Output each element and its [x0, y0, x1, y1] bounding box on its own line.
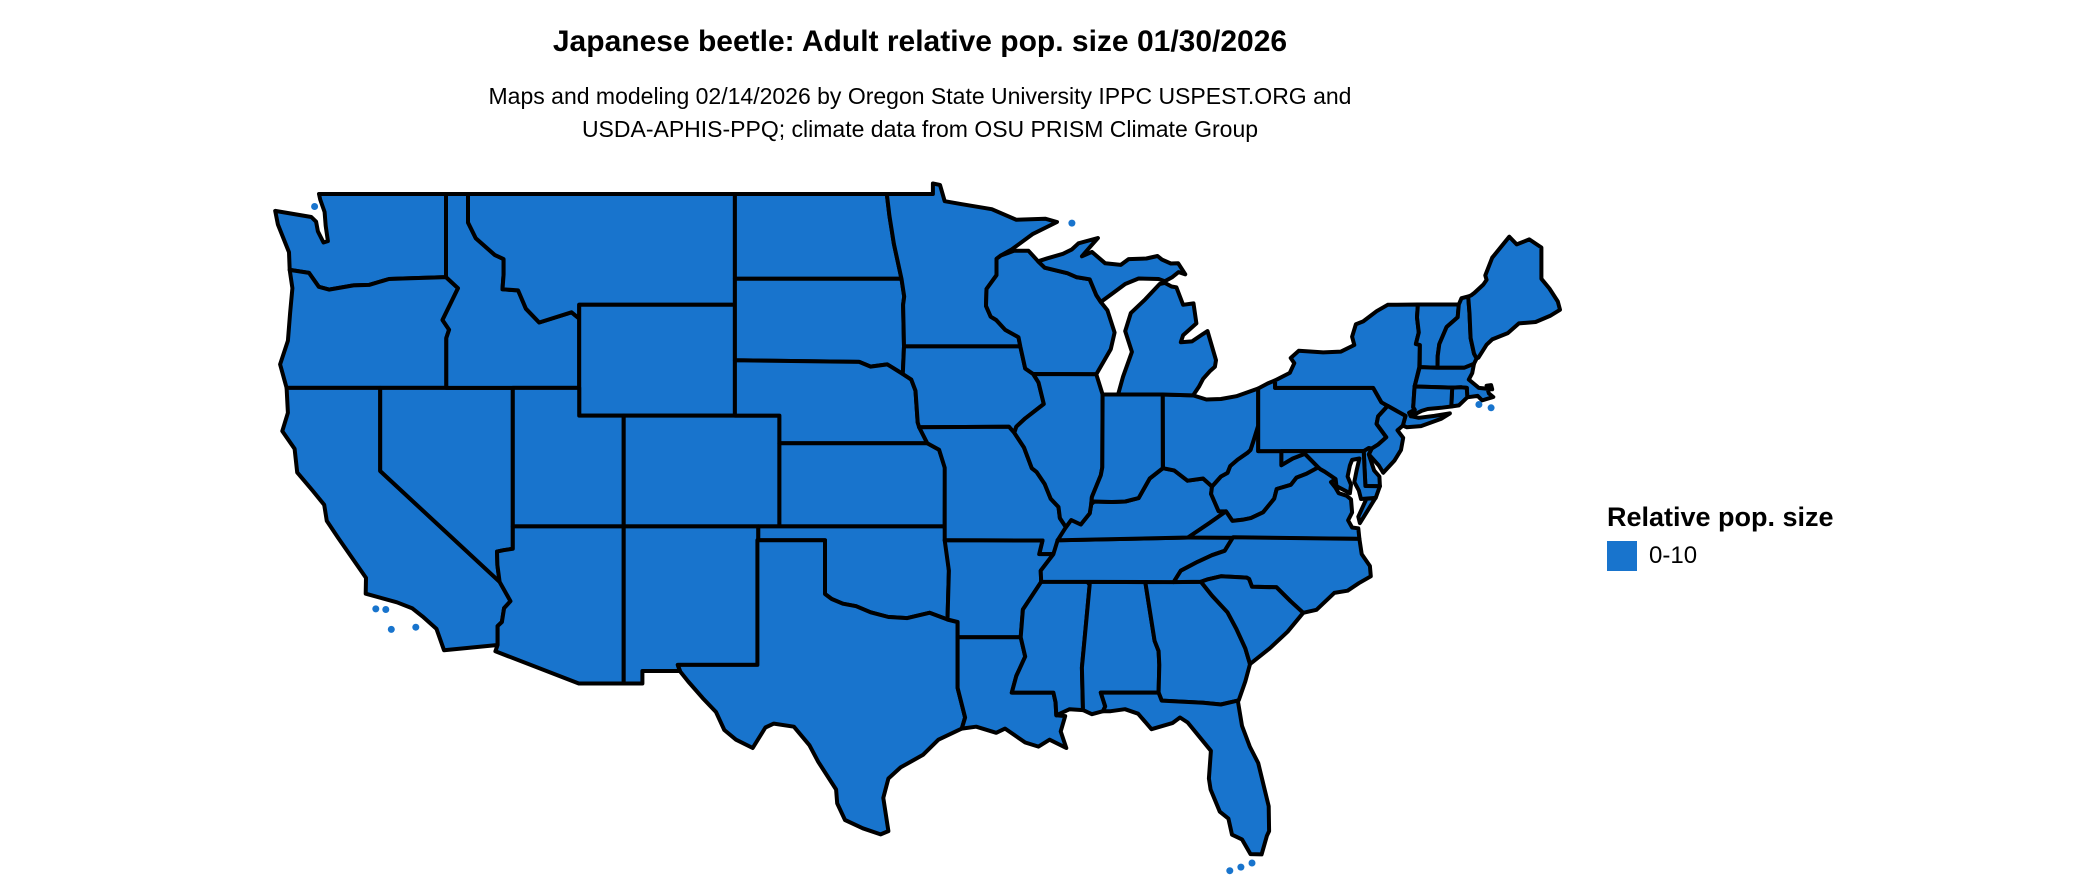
state-new-jersey [1366, 403, 1408, 475]
island-speck [387, 625, 395, 633]
legend: Relative pop. size 0-10 [1607, 502, 1834, 571]
state-arizona [493, 524, 626, 686]
legend-title: Relative pop. size [1607, 502, 1834, 532]
map-subtitle-line2: USDA-APHIS-PPQ; climate data from OSU PR… [581, 116, 1259, 142]
state-wyoming [577, 302, 737, 418]
state-kansas [777, 441, 948, 529]
state-colorado [621, 413, 782, 529]
island-speck [382, 606, 390, 613]
state-maine [1466, 234, 1562, 361]
state-north-dakota [732, 192, 904, 281]
state-michigan-upper [1036, 236, 1188, 304]
state-michigan-lower [1116, 280, 1218, 398]
state-connecticut [1407, 384, 1455, 419]
title-block: Japanese beetle: Adult relative pop. siz… [0, 24, 1840, 146]
state-florida [1098, 690, 1272, 857]
state-south-carolina [1198, 574, 1306, 667]
island-speck [1226, 867, 1234, 875]
state-texas [675, 538, 968, 837]
state-virginia-eastern-shore [1356, 496, 1378, 526]
state-maryland [1279, 449, 1382, 501]
map-title: Japanese beetle: Adult relative pop. siz… [552, 25, 1288, 58]
island-speck [1237, 863, 1245, 871]
island-speck [1068, 219, 1076, 227]
state-new-mexico [621, 524, 761, 686]
map-subtitle-line1: Maps and modeling 02/14/2026 by Oregon S… [488, 83, 1352, 109]
island-speck [1475, 401, 1483, 408]
island-speck [372, 605, 380, 613]
island-speck [412, 623, 420, 631]
legend-item-label: 0-10 [1649, 542, 1698, 569]
legend-item: 0-10 [1607, 541, 1834, 571]
island-speck [1248, 859, 1256, 867]
legend-items: 0-10 [1607, 541, 1834, 571]
island-speck [311, 203, 319, 210]
island-speck [1487, 404, 1495, 412]
map-subtitle: Maps and modeling 02/14/2026 by Oregon S… [0, 80, 1840, 146]
state-pennsylvania [1256, 378, 1390, 454]
legend-swatch [1607, 541, 1637, 571]
state-ohio [1160, 386, 1261, 489]
state-oregon [278, 267, 460, 390]
